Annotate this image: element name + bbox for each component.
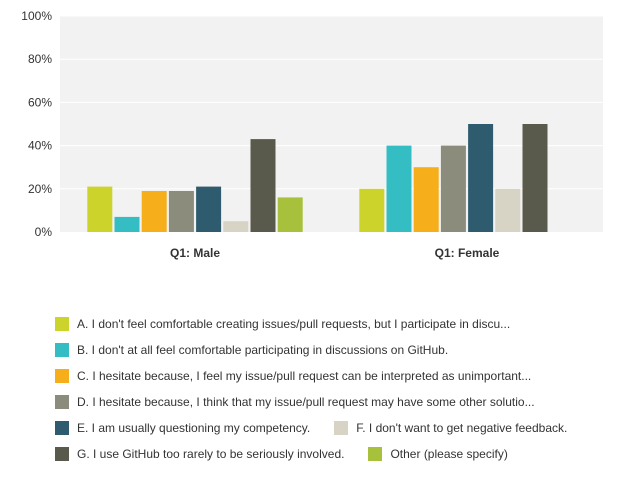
legend-row: C. I hesitate because, I feel my issue/p… [55, 363, 615, 389]
bar [359, 188, 385, 232]
y-tick-label: 0% [35, 225, 53, 239]
bar [386, 145, 412, 232]
legend-row: G. I use GitHub too rarely to be serious… [55, 441, 615, 467]
bar [168, 191, 194, 232]
bar [250, 139, 276, 232]
legend-swatch-f [334, 421, 349, 435]
legend-swatch-a [55, 317, 69, 331]
bar [522, 124, 548, 232]
legend-swatch-b [55, 343, 69, 357]
bar [277, 197, 303, 232]
bar [114, 216, 140, 232]
bar [413, 167, 439, 232]
legend-item-b: B. I don't at all feel comfortable parti… [55, 343, 448, 357]
legend-label-d: D. I hesitate because, I think that my i… [77, 395, 535, 409]
y-tick-label: 20% [28, 182, 52, 196]
bar [495, 188, 521, 232]
legend-swatch-c [55, 369, 69, 383]
legend-label-a: A. I don't feel comfortable creating iss… [77, 317, 511, 331]
legend-row: B. I don't at all feel comfortable parti… [55, 337, 615, 363]
bars [87, 124, 548, 232]
legend-item-c: C. I hesitate because, I feel my issue/p… [55, 369, 531, 383]
y-tick-label: 40% [28, 139, 52, 153]
legend-item-d: D. I hesitate because, I think that my i… [55, 395, 535, 409]
bar [87, 186, 113, 232]
legend-swatch-d [55, 395, 69, 409]
legend-swatch-g [55, 447, 69, 461]
bar [141, 191, 167, 232]
bar [468, 124, 494, 232]
legend-label-other: Other (please specify) [390, 447, 508, 461]
x-axis-labels: Q1: Male Q1: Female [170, 246, 500, 260]
y-tick-label: 80% [28, 52, 52, 66]
legend-item-e: E. I am usually questioning my competenc… [55, 421, 310, 435]
legend-row: D. I hesitate because, I think that my i… [55, 389, 615, 415]
legend-label-b: B. I don't at all feel comfortable parti… [77, 343, 449, 357]
legend-label-g: G. I use GitHub too rarely to be serious… [77, 447, 345, 461]
y-tick-label: 60% [28, 95, 52, 109]
legend-item-f: F. I don't want to get negative feedback… [334, 421, 567, 435]
legend-item-g: G. I use GitHub too rarely to be serious… [55, 447, 344, 461]
legend-row: A. I don't feel comfortable creating iss… [55, 311, 615, 337]
bar [223, 221, 249, 232]
legend-label-f: F. I don't want to get negative feedback… [356, 421, 568, 435]
legend-swatch-other [368, 447, 383, 461]
bar [440, 145, 466, 232]
legend-label-c: C. I hesitate because, I feel my issue/p… [77, 369, 532, 383]
legend: A. I don't feel comfortable creating iss… [55, 311, 615, 467]
x-category-label: Q1: Female [435, 246, 500, 260]
x-category-label: Q1: Male [170, 246, 220, 260]
plot-area [60, 16, 603, 232]
legend-label-e: E. I am usually questioning my competenc… [77, 421, 311, 435]
legend-item-other: Other (please specify) [368, 447, 508, 461]
legend-row: E. I am usually questioning my competenc… [55, 415, 615, 441]
bar [196, 186, 222, 232]
legend-swatch-e [55, 421, 69, 435]
y-tick-label: 100% [21, 9, 52, 23]
y-axis-ticks: 0% 20% 40% 60% 80% 100% [21, 9, 52, 239]
legend-item-a: A. I don't feel comfortable creating iss… [55, 317, 510, 331]
